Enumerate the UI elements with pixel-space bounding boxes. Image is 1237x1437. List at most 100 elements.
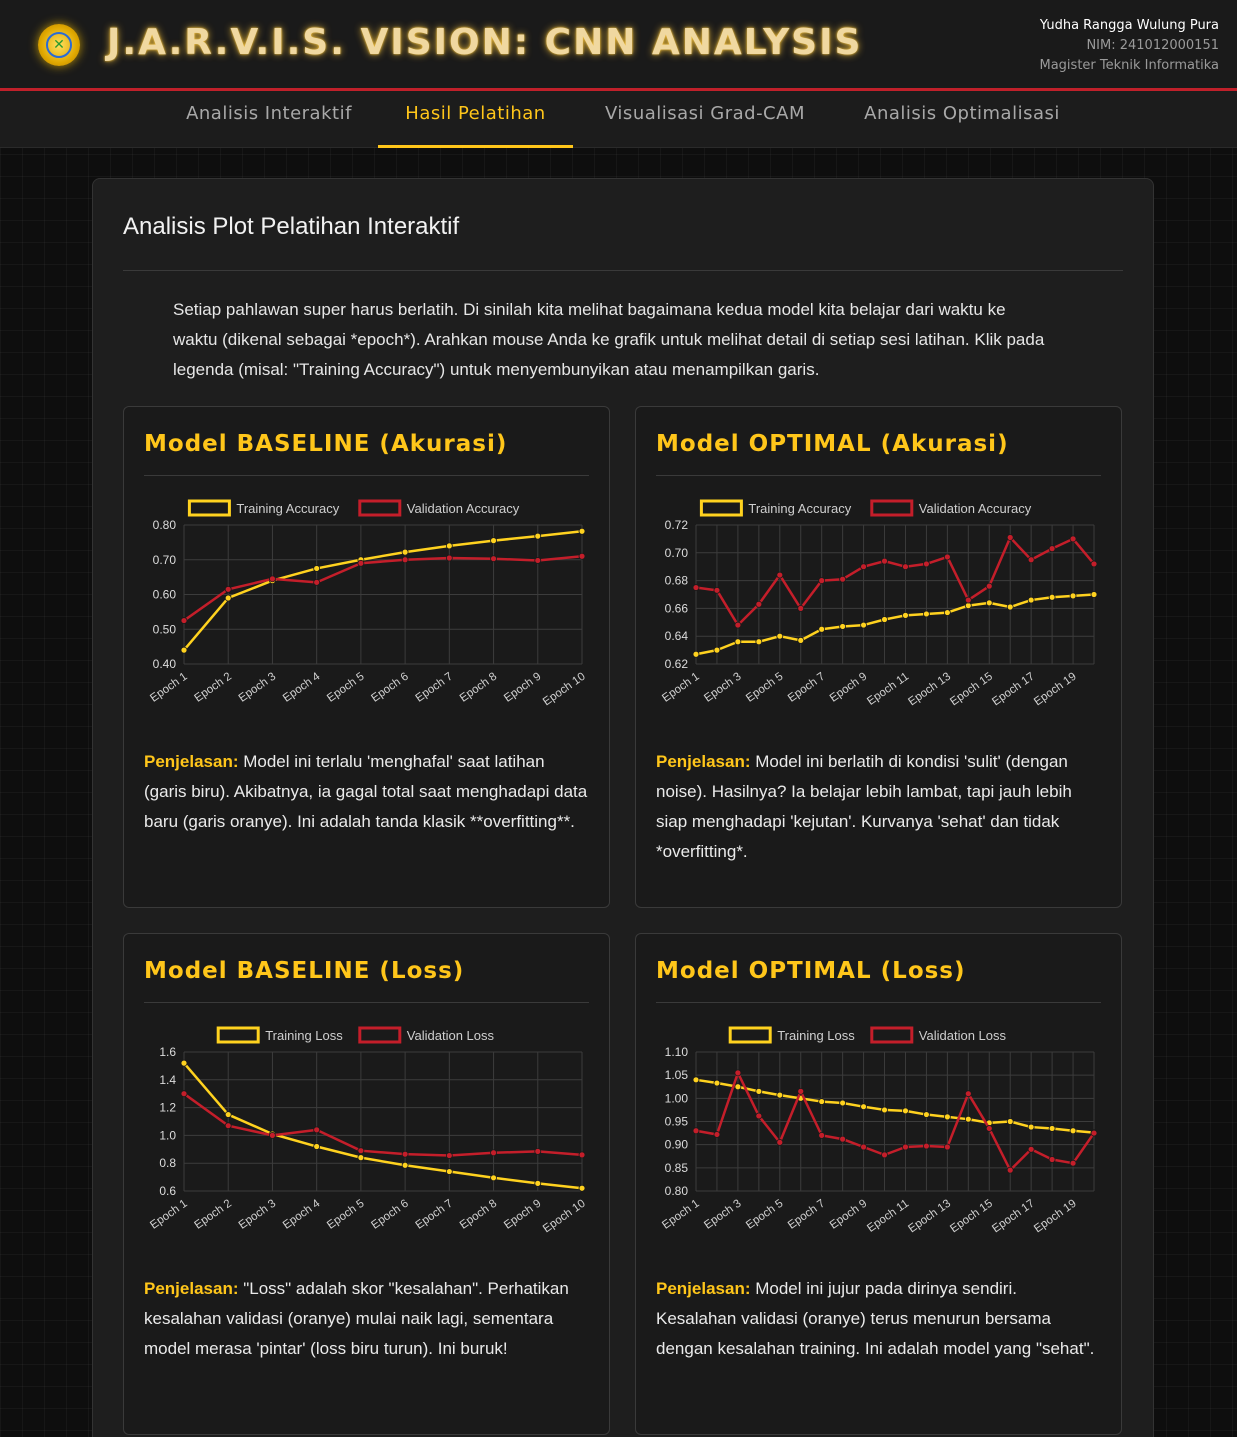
data-point[interactable] [313, 1143, 321, 1150]
data-point[interactable] [401, 1150, 409, 1158]
data-point[interactable] [943, 1113, 951, 1121]
series-line-validation[interactable] [695, 1071, 1096, 1172]
tab-analisis-interaktif[interactable]: Analisis Interaktif [186, 103, 352, 124]
data-point[interactable] [357, 559, 365, 567]
data-point[interactable] [797, 605, 805, 612]
data-point[interactable] [1090, 560, 1098, 568]
chart-optimal-accuracy[interactable]: Training Accuracy Validation Accuracy 0.62… [636, 487, 1123, 747]
data-point[interactable] [902, 1143, 909, 1151]
data-point[interactable] [902, 563, 909, 571]
data-point[interactable] [269, 1132, 276, 1139]
data-point[interactable] [964, 602, 972, 610]
data-point[interactable] [1048, 593, 1056, 601]
data-point[interactable] [985, 599, 993, 607]
data-point[interactable] [692, 1076, 700, 1084]
data-point[interactable] [713, 1131, 721, 1138]
legend-label[interactable]: Training Accuracy [748, 501, 851, 516]
data-point[interactable] [713, 586, 721, 594]
data-point[interactable] [713, 1079, 721, 1087]
legend-label[interactable]: Training Accuracy [236, 501, 339, 516]
legend-swatch[interactable] [699, 499, 743, 517]
data-point[interactable] [1006, 1118, 1014, 1125]
legend-label[interactable]: Training Loss [777, 1028, 855, 1043]
data-point[interactable] [1069, 1159, 1077, 1167]
data-point[interactable] [692, 1127, 700, 1135]
data-point[interactable] [490, 537, 497, 545]
data-point[interactable] [1090, 1129, 1098, 1137]
tab-hasil-pelatihan[interactable]: Hasil Pelatihan [378, 91, 573, 148]
data-point[interactable] [445, 542, 453, 550]
data-point[interactable] [902, 1107, 909, 1115]
data-point[interactable] [943, 1143, 951, 1151]
data-point[interactable] [534, 557, 542, 564]
legend-swatch[interactable] [358, 1026, 402, 1044]
data-point[interactable] [490, 555, 497, 563]
data-point[interactable] [755, 638, 763, 646]
data-point[interactable] [818, 577, 826, 584]
data-point[interactable] [839, 1099, 847, 1107]
tab-analisis-optimalisasi[interactable]: Analisis Optimalisasi [864, 103, 1060, 124]
data-point[interactable] [1069, 535, 1077, 543]
data-point[interactable] [578, 552, 586, 560]
data-point[interactable] [776, 571, 784, 579]
data-point[interactable] [692, 584, 700, 591]
data-point[interactable] [578, 1151, 586, 1159]
data-point[interactable] [923, 560, 930, 568]
data-point[interactable] [964, 596, 972, 604]
data-point[interactable] [401, 556, 409, 564]
data-point[interactable] [943, 553, 951, 561]
data-point[interactable] [1069, 592, 1077, 600]
data-point[interactable] [313, 1126, 321, 1134]
data-point[interactable] [1027, 596, 1035, 604]
legend-swatch[interactable] [728, 1026, 772, 1044]
data-point[interactable] [1048, 1125, 1056, 1132]
chart-baseline-accuracy[interactable]: Training Accuracy Validation Accuracy 0.40… [124, 487, 611, 747]
legend-label[interactable]: Validation Accuracy [407, 501, 520, 516]
data-point[interactable] [445, 1168, 453, 1175]
legend-label[interactable]: Validation Accuracy [919, 501, 1032, 516]
legend-swatch[interactable] [870, 499, 914, 517]
data-point[interactable] [357, 1154, 365, 1162]
data-point[interactable] [401, 1161, 409, 1169]
data-point[interactable] [755, 1087, 763, 1095]
data-point[interactable] [860, 1103, 867, 1111]
data-point[interactable] [776, 1138, 784, 1146]
data-point[interactable] [923, 1142, 930, 1150]
series-line-training[interactable] [183, 1062, 583, 1190]
data-point[interactable] [797, 636, 805, 644]
data-point[interactable] [902, 611, 909, 619]
data-point[interactable] [180, 646, 188, 654]
data-point[interactable] [776, 1091, 784, 1099]
data-point[interactable] [1027, 556, 1035, 564]
data-point[interactable] [797, 1087, 805, 1095]
data-point[interactable] [313, 565, 321, 572]
data-point[interactable] [881, 616, 888, 623]
data-point[interactable] [224, 1122, 232, 1130]
data-point[interactable] [839, 575, 847, 583]
data-point[interactable] [313, 578, 321, 586]
chart-optimal-loss[interactable]: Training Loss Validation Loss 0.80 0.85 0.90… [636, 1014, 1123, 1274]
series-line-validation[interactable] [183, 1092, 583, 1157]
data-point[interactable] [1006, 1166, 1014, 1174]
data-point[interactable] [985, 1125, 993, 1132]
data-point[interactable] [860, 1143, 867, 1151]
data-point[interactable] [180, 1090, 188, 1098]
data-point[interactable] [1090, 591, 1098, 598]
data-point[interactable] [818, 625, 826, 633]
data-point[interactable] [964, 1090, 972, 1098]
data-point[interactable] [818, 1132, 826, 1139]
data-point[interactable] [881, 1106, 888, 1114]
legend-swatch[interactable] [187, 499, 231, 517]
data-point[interactable] [964, 1115, 972, 1123]
data-point[interactable] [713, 646, 721, 654]
data-point[interactable] [578, 527, 586, 535]
data-point[interactable] [881, 557, 888, 565]
tab-visualisasi-grad-cam[interactable]: Visualisasi Grad-CAM [605, 103, 805, 124]
data-point[interactable] [269, 575, 276, 583]
data-point[interactable] [1069, 1127, 1077, 1135]
data-point[interactable] [755, 600, 763, 608]
data-point[interactable] [734, 638, 742, 646]
data-point[interactable] [860, 563, 867, 571]
data-point[interactable] [401, 548, 409, 556]
data-point[interactable] [534, 532, 542, 540]
